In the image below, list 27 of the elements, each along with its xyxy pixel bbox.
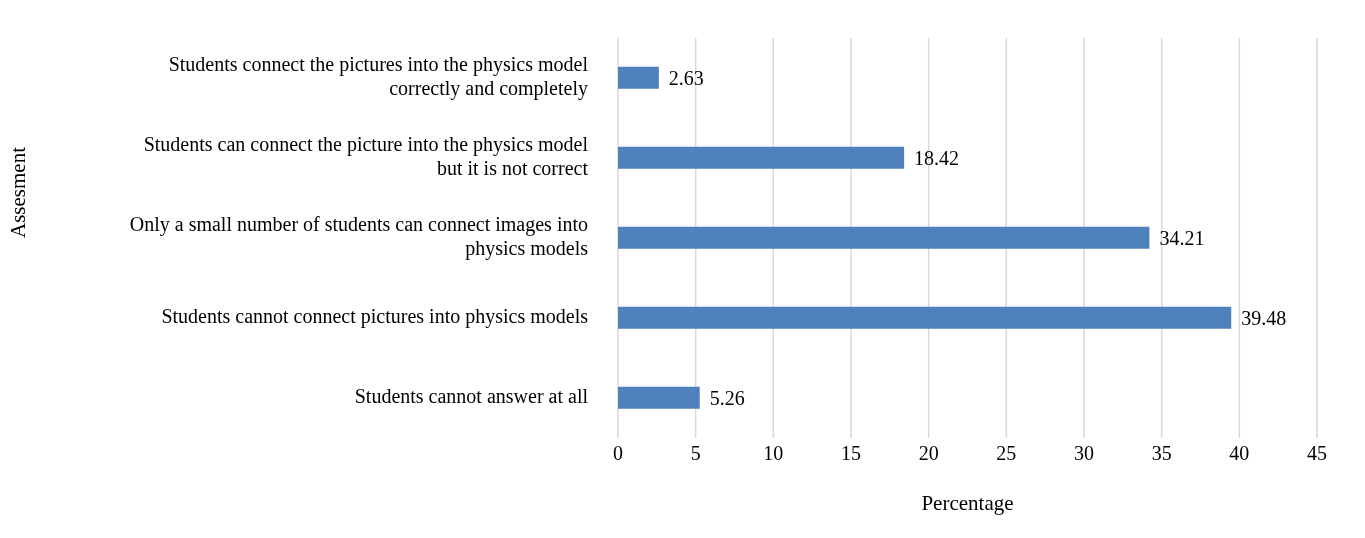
bar	[618, 66, 659, 89]
x-tick-label: 45	[1307, 442, 1327, 465]
bar	[618, 226, 1150, 249]
x-tick-label: 15	[841, 442, 861, 465]
bar	[618, 146, 905, 169]
x-tick-label: 30	[1074, 442, 1094, 465]
data-label: 5.26	[709, 386, 745, 409]
x-tick-label: 0	[613, 442, 623, 465]
x-tick-label: 40	[1229, 442, 1250, 465]
y-tick-label: Only a small number of students can connect images into physics models	[129, 212, 589, 260]
x-tick-label: 25	[996, 442, 1017, 465]
bar	[618, 306, 1232, 329]
data-label: 34.21	[1159, 226, 1205, 249]
y-axis-title: Assesment	[6, 146, 31, 238]
x-tick-label: 20	[918, 442, 939, 465]
y-tick-label: Students can connect the picture into the physics model but it is not correct	[143, 132, 589, 179]
y-tick-label: Students connect the pictures into the physics model correctly and completely	[168, 52, 589, 100]
data-label: 39.48	[1241, 306, 1287, 329]
bar	[618, 386, 700, 409]
y-tick-label: Students cannot connect pictures into physics models	[161, 304, 589, 328]
data-label: 2.63	[668, 66, 704, 89]
x-tick-label: 10	[763, 442, 784, 465]
y-tick-label: Students cannot answer at all	[354, 384, 589, 407]
data-label: 18.42	[914, 146, 960, 169]
x-axis-title: Percentage	[921, 491, 1014, 515]
x-tick-label: 5	[690, 442, 701, 465]
x-tick-label: 35	[1151, 442, 1172, 465]
